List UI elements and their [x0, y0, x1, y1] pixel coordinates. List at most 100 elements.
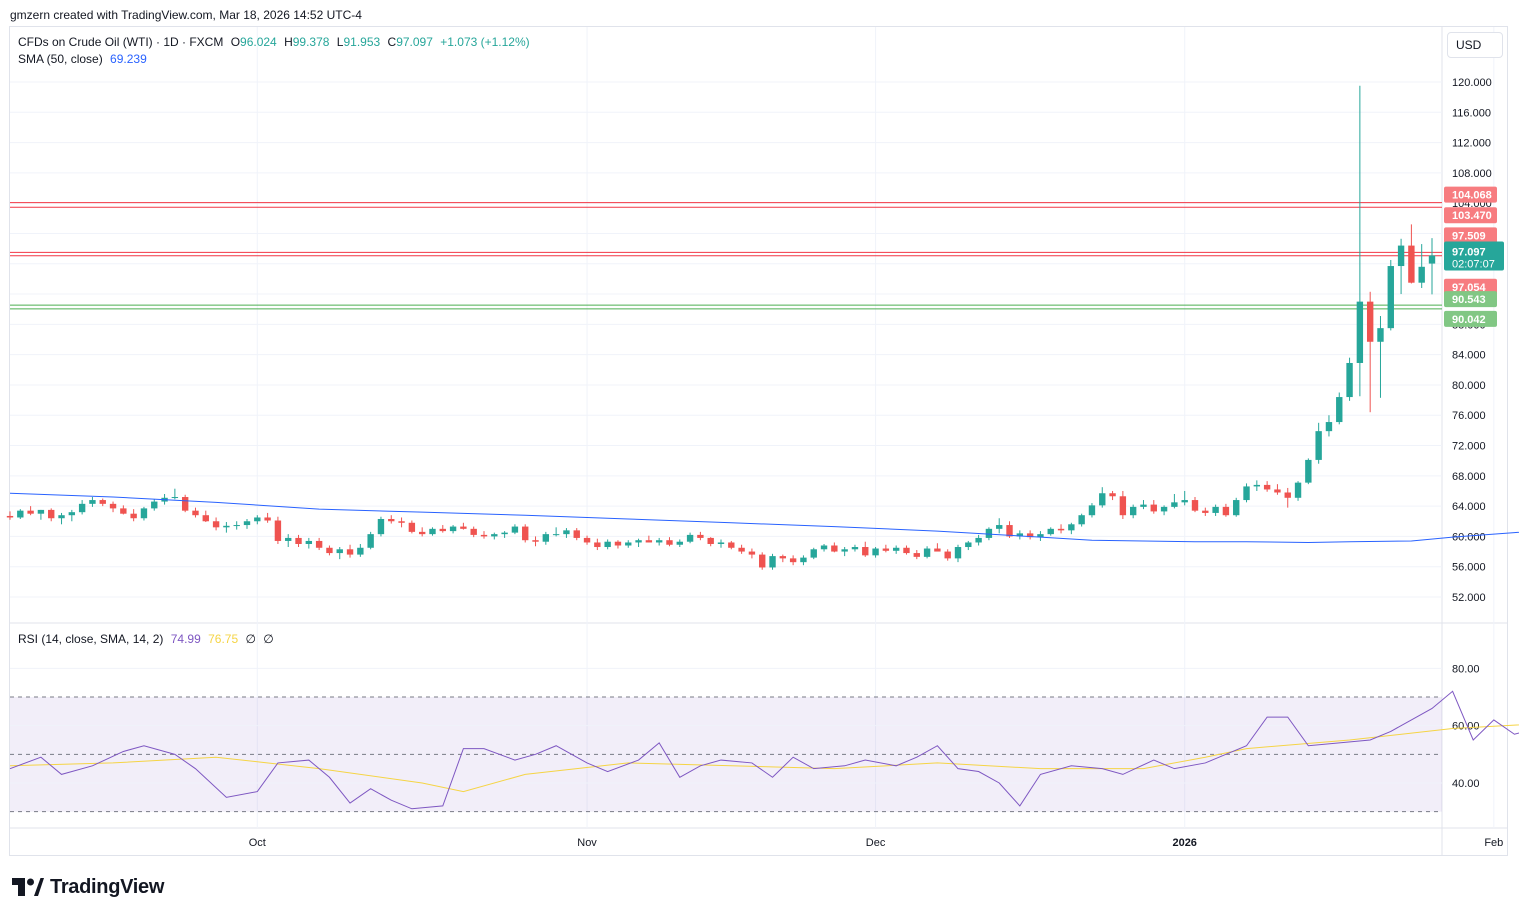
candle-body — [99, 500, 106, 504]
brand-name: TradingView — [50, 875, 165, 898]
candle-body — [449, 526, 457, 532]
sma-label: SMA (50, close) — [18, 52, 103, 66]
candle-body — [676, 541, 683, 545]
candle-body — [1315, 431, 1322, 460]
candle-body — [532, 540, 539, 542]
candle-body — [1119, 496, 1127, 516]
sma-legend: SMA (50, close) 69.239 — [18, 52, 151, 66]
price-tick-label: 68.000 — [1452, 471, 1486, 483]
rsi-legend: RSI (14, close, SMA, 14, 2) 74.99 76.75 … — [18, 632, 278, 646]
candle-body — [48, 509, 55, 519]
price-tick-label: 120.000 — [1452, 77, 1492, 89]
candle-body — [1171, 502, 1178, 507]
candle-body — [810, 549, 817, 558]
candle-body — [1057, 528, 1065, 531]
level-price-label: 90.543 — [1452, 294, 1486, 306]
candle-body — [831, 545, 838, 552]
candle-body — [759, 554, 766, 568]
candle-body — [27, 510, 34, 514]
candle-body — [367, 534, 374, 548]
candle-body — [1202, 510, 1209, 513]
candle-body — [1418, 266, 1425, 283]
candle-body — [686, 534, 694, 542]
candle-body — [491, 534, 498, 537]
last-price-label: 97.097 — [1452, 246, 1486, 258]
high-label: H — [284, 35, 293, 49]
candle-body — [552, 534, 560, 536]
candle-body — [295, 537, 302, 544]
candle-body — [1037, 534, 1044, 538]
level-price-label: 104.068 — [1452, 190, 1492, 202]
candle-body — [913, 553, 920, 557]
level-price-label: 90.042 — [1452, 314, 1486, 326]
candle-body — [58, 515, 65, 519]
level-price-tag — [1444, 278, 1497, 295]
candle-body — [326, 547, 333, 554]
candle-body — [882, 548, 890, 551]
candle-body — [398, 521, 405, 523]
candle-body — [254, 517, 261, 522]
high-value: 99.378 — [292, 35, 330, 49]
level-price-tag — [1444, 291, 1497, 308]
price-tick-label: 60.000 — [1452, 531, 1486, 543]
time-tick-label: Nov — [577, 837, 597, 849]
level-price-tag — [1444, 310, 1497, 327]
candle-body — [841, 549, 848, 552]
candle-body — [666, 540, 673, 545]
candle-body — [501, 532, 508, 535]
candle-body — [1377, 328, 1384, 342]
symbol-title: CFDs on Crude Oil (WTI) · 1D · FXCM — [18, 35, 224, 49]
candle-body — [573, 530, 580, 538]
low-value: 91.953 — [343, 35, 381, 49]
candle-body — [934, 548, 941, 552]
currency-button[interactable]: USD — [1447, 32, 1503, 58]
sma-value: 69.239 — [110, 52, 147, 66]
price-tick-label: 72.000 — [1452, 441, 1486, 453]
level-price-tag — [1444, 186, 1497, 203]
candle-body — [212, 521, 220, 528]
candle-body — [1408, 245, 1415, 283]
candle-body — [37, 509, 45, 514]
chart-header: gmzern created with TradingView.com, Mar… — [10, 8, 362, 22]
candle-body — [346, 549, 354, 555]
candle-body — [377, 518, 385, 535]
price-tick-label: 80.000 — [1452, 380, 1486, 392]
candle-body — [707, 537, 714, 544]
price-tick-label: 56.000 — [1452, 562, 1486, 574]
candle-body — [655, 540, 663, 543]
candle-body — [1366, 301, 1374, 342]
candle-body — [511, 526, 519, 533]
candle-body — [996, 525, 1003, 529]
candle-body — [522, 526, 529, 541]
candle-body — [1253, 484, 1261, 487]
candle-body — [1325, 422, 1333, 432]
candle-body — [1284, 492, 1291, 498]
candle-body — [944, 551, 951, 559]
candle-body — [1099, 493, 1106, 506]
candle-body — [1294, 482, 1302, 498]
candle-body — [1006, 525, 1013, 537]
candle-body — [923, 548, 931, 557]
rsi-extra-2: ∅ — [263, 632, 274, 646]
candle-body — [1212, 506, 1219, 513]
rsi-tick-label: 40.00 — [1452, 778, 1480, 790]
level-price-label: 103.470 — [1452, 210, 1492, 222]
candle-body — [120, 508, 127, 514]
candle-body — [68, 512, 76, 516]
candle-body — [1191, 500, 1199, 511]
time-tick-label: 2026 — [1172, 837, 1196, 849]
price-tick-label: 108.000 — [1452, 168, 1492, 180]
candle-body — [1068, 524, 1075, 531]
rsi-tick-label: 60.00 — [1452, 721, 1480, 733]
candle-body — [1160, 506, 1168, 512]
candle-body — [460, 526, 467, 529]
candle-body — [274, 520, 282, 541]
candle-body — [614, 541, 622, 546]
candle-body — [563, 530, 570, 535]
candle-body — [418, 531, 426, 535]
candle-body — [862, 547, 869, 556]
time-tick-label: Dec — [866, 837, 886, 849]
tradingview-brand: TradingView — [12, 876, 164, 898]
candle-body — [635, 540, 642, 543]
